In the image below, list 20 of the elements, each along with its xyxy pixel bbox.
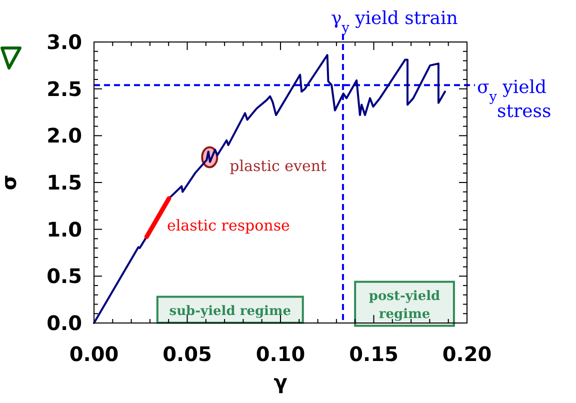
ref-line-label: σ$_{y}$ yield stress: [477, 77, 552, 122]
x-tick-label: 0.20: [442, 342, 492, 366]
y-tick-label: 1.0: [46, 217, 82, 242]
x-axis-title: γ: [274, 370, 288, 394]
annotation: plastic event: [230, 157, 327, 176]
y-tick-label: 2.0: [46, 124, 82, 148]
y-tick-label: 1.5: [46, 170, 82, 194]
line-series: [93, 54, 446, 324]
x-tick-label: 0.05: [162, 342, 212, 366]
annotation: sub-yield regime: [169, 304, 292, 319]
annotation: post-yield regime: [368, 288, 440, 322]
y-tick-label: 0.0: [46, 311, 82, 335]
x-tick-label: 0.00: [69, 342, 119, 366]
y-tick-label: 2.5: [46, 76, 82, 101]
x-tick-label: 0.15: [349, 342, 398, 366]
x-tick-label: 0.10: [256, 342, 306, 366]
annotation: elastic response: [166, 216, 290, 234]
y-tick-label: 3.0: [46, 30, 82, 54]
y-tick-label: 0.5: [46, 264, 82, 288]
y-axis-title: σ: [0, 174, 21, 190]
